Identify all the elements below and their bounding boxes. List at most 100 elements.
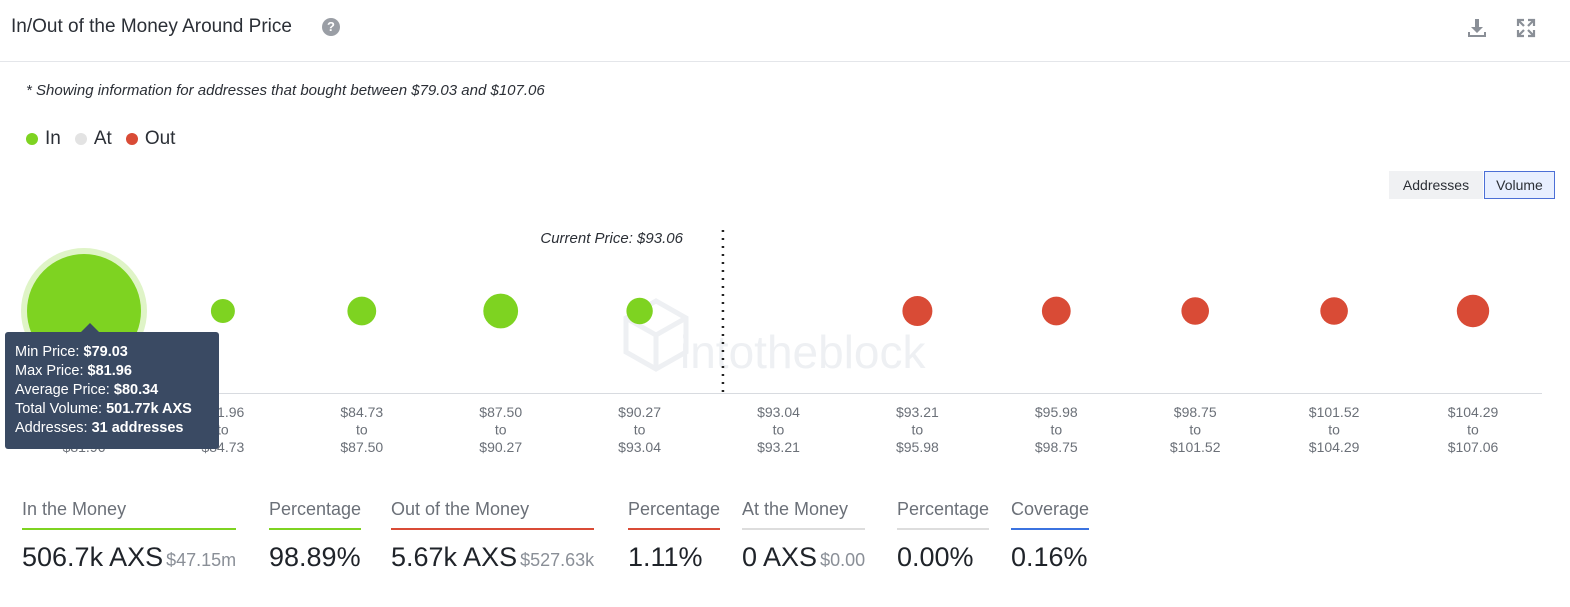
bubble-out (1456, 294, 1490, 328)
stat-sub: $527.63k (520, 550, 595, 570)
x-tick-label: $107.06 (1448, 439, 1499, 455)
stat-label: Coverage (1011, 499, 1090, 530)
tooltip-avg-label: Average Price: (15, 382, 110, 398)
stat-in-percentage: Percentage 98.89% (269, 499, 362, 573)
x-tick-label: $98.75 (1174, 404, 1217, 420)
x-tick-label: to (356, 422, 368, 438)
bubble-in (626, 297, 653, 325)
stat-value: 98.89% (269, 542, 361, 572)
chart-title: In/Out of the Money Around Price (11, 16, 292, 37)
tooltip-addr-value: 31 addresses (91, 420, 184, 436)
bubble-in (210, 299, 235, 323)
bubble-out (1041, 296, 1071, 326)
stat-label: Percentage (897, 499, 990, 530)
stat-coverage: Coverage 0.16% (1011, 499, 1090, 573)
tooltip-max-label: Max Price: (15, 363, 84, 379)
x-tick-label: $87.50 (479, 404, 522, 420)
stat-at-the-money: At the Money 0 AXS $0.00 (742, 499, 866, 573)
download-icon[interactable] (1465, 16, 1489, 40)
stat-out-percentage: Percentage 1.11% (628, 499, 721, 573)
tooltip-vol-row: Total Volume: 501.77k AXS (15, 400, 219, 419)
legend-label-in: In (45, 128, 61, 149)
stat-main: 0 AXS (742, 542, 818, 572)
x-tick-label: $93.21 (757, 439, 800, 455)
x-tick-label: to (1189, 422, 1201, 438)
legend-item-in[interactable]: In (26, 128, 61, 150)
stat-label: Percentage (628, 499, 721, 530)
legend-dot-in (26, 133, 38, 145)
bubble-out (902, 296, 933, 326)
x-tick-label: $95.98 (896, 439, 939, 455)
x-tick-label: to (1328, 422, 1340, 438)
tooltip-min-value: $79.03 (83, 344, 128, 360)
x-tick-label: to (912, 422, 924, 438)
expand-icon[interactable] (1514, 16, 1538, 40)
x-tick-label: $101.52 (1170, 439, 1221, 455)
stat-main: 506.7k AXS (22, 542, 164, 572)
current-price-label: Current Price: $93.06 (540, 230, 683, 247)
stat-label: Out of the Money (391, 499, 595, 530)
stat-value: 0.16% (1011, 542, 1088, 572)
stat-label: In the Money (22, 499, 237, 530)
tooltip-avg-row: Average Price: $80.34 (15, 381, 219, 400)
question-circle-icon[interactable]: ? (322, 18, 340, 36)
x-tick-label: $93.21 (896, 404, 939, 420)
tooltip-avg-value: $80.34 (113, 382, 159, 398)
stat-value: 5.67k AXS $527.63k (391, 542, 594, 573)
money-chart: intotheblock Current Price: $93.06 $79.03 t… (15, 230, 1542, 455)
x-tick-label: $90.27 (618, 404, 661, 420)
legend-dot-out (125, 133, 138, 145)
bubble-out (1181, 297, 1209, 325)
range-note: * Showing information for addresses that… (26, 82, 545, 99)
tooltip-addr-row: Addresses: 31 addresses (15, 419, 219, 438)
x-tick-label: $101.52 (1309, 404, 1360, 420)
x-tick-label: to (495, 422, 507, 438)
x-tick-label: to (217, 422, 229, 438)
chart-header: In/Out of the Money Around Price ? (0, 0, 1570, 62)
x-tick-label: $93.04 (618, 439, 661, 455)
chart-tooltip: Min Price: $79.03 Max Price: $81.96 Aver… (5, 323, 219, 449)
tooltip-max-row: Max Price: $81.96 (15, 362, 219, 381)
stat-value: 506.7k AXS $47.15m (22, 542, 236, 573)
x-tick-label: $104.29 (1309, 439, 1360, 455)
tooltip-min-label: Min Price: (15, 344, 80, 360)
tooltip-vol-value: 501.77k AXS (106, 401, 192, 417)
stat-out-of-the-money: Out of the Money 5.67k AXS $527.63k (391, 499, 595, 573)
x-tick-label: $95.98 (1035, 404, 1078, 420)
legend-dot-at (74, 133, 87, 145)
x-tick-label: $87.50 (340, 439, 383, 455)
x-tick-label: to (1050, 422, 1062, 438)
bubble-in (347, 296, 377, 326)
x-tick-label: $104.29 (1448, 404, 1499, 420)
x-tick-label: to (1467, 422, 1479, 438)
bubble-in (483, 293, 519, 329)
stat-at-percentage: Percentage 0.00% (897, 499, 990, 573)
x-tick-label: to (773, 422, 785, 438)
stat-value: 1.11% (628, 542, 703, 572)
watermark-text: intotheblock (680, 326, 926, 378)
stat-label: Percentage (269, 499, 362, 530)
stat-in-the-money: In the Money 506.7k AXS $47.15m (22, 499, 237, 573)
stat-value: 0.00% (897, 542, 974, 572)
volume-toggle-button[interactable]: Volume (1484, 171, 1555, 199)
addresses-toggle-button[interactable]: Addresses (1389, 171, 1483, 199)
x-tick-label: $93.04 (757, 404, 800, 420)
tooltip-min-row: Min Price: $79.03 (15, 343, 219, 362)
bubble-out (1320, 297, 1348, 325)
x-tick-label: $90.27 (479, 439, 522, 455)
tooltip-arrow (80, 323, 100, 333)
x-tick-label: $84.73 (340, 404, 383, 420)
legend-label-at: At (93, 128, 112, 149)
stat-label: At the Money (742, 499, 866, 530)
legend-item-out[interactable]: Out (125, 128, 176, 150)
x-tick-label: to (634, 422, 646, 438)
stat-sub: $47.15m (166, 550, 237, 570)
legend-item-at[interactable]: At (74, 128, 112, 150)
legend-label-out: Out (144, 128, 176, 149)
stat-value: 0 AXS $0.00 (742, 542, 865, 573)
stat-sub: $0.00 (820, 550, 866, 570)
tooltip-vol-label: Total Volume: (15, 401, 103, 417)
stat-main: 5.67k AXS (391, 542, 518, 572)
tooltip-addr-label: Addresses: (15, 420, 88, 436)
tooltip-max-value: $81.96 (87, 363, 132, 379)
